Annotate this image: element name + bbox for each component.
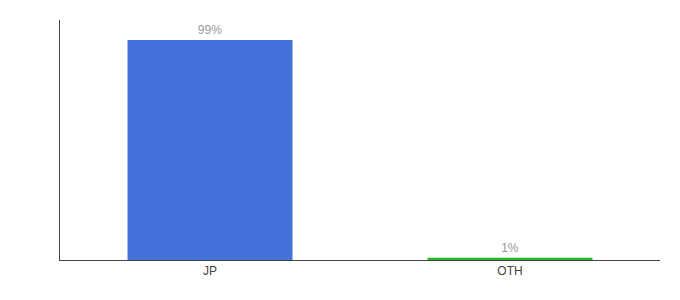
svg-text:1%: 1% <box>501 241 519 255</box>
svg-text:99%: 99% <box>198 23 222 37</box>
svg-text:JP: JP <box>203 264 217 278</box>
svg-text:OTH: OTH <box>497 264 522 278</box>
